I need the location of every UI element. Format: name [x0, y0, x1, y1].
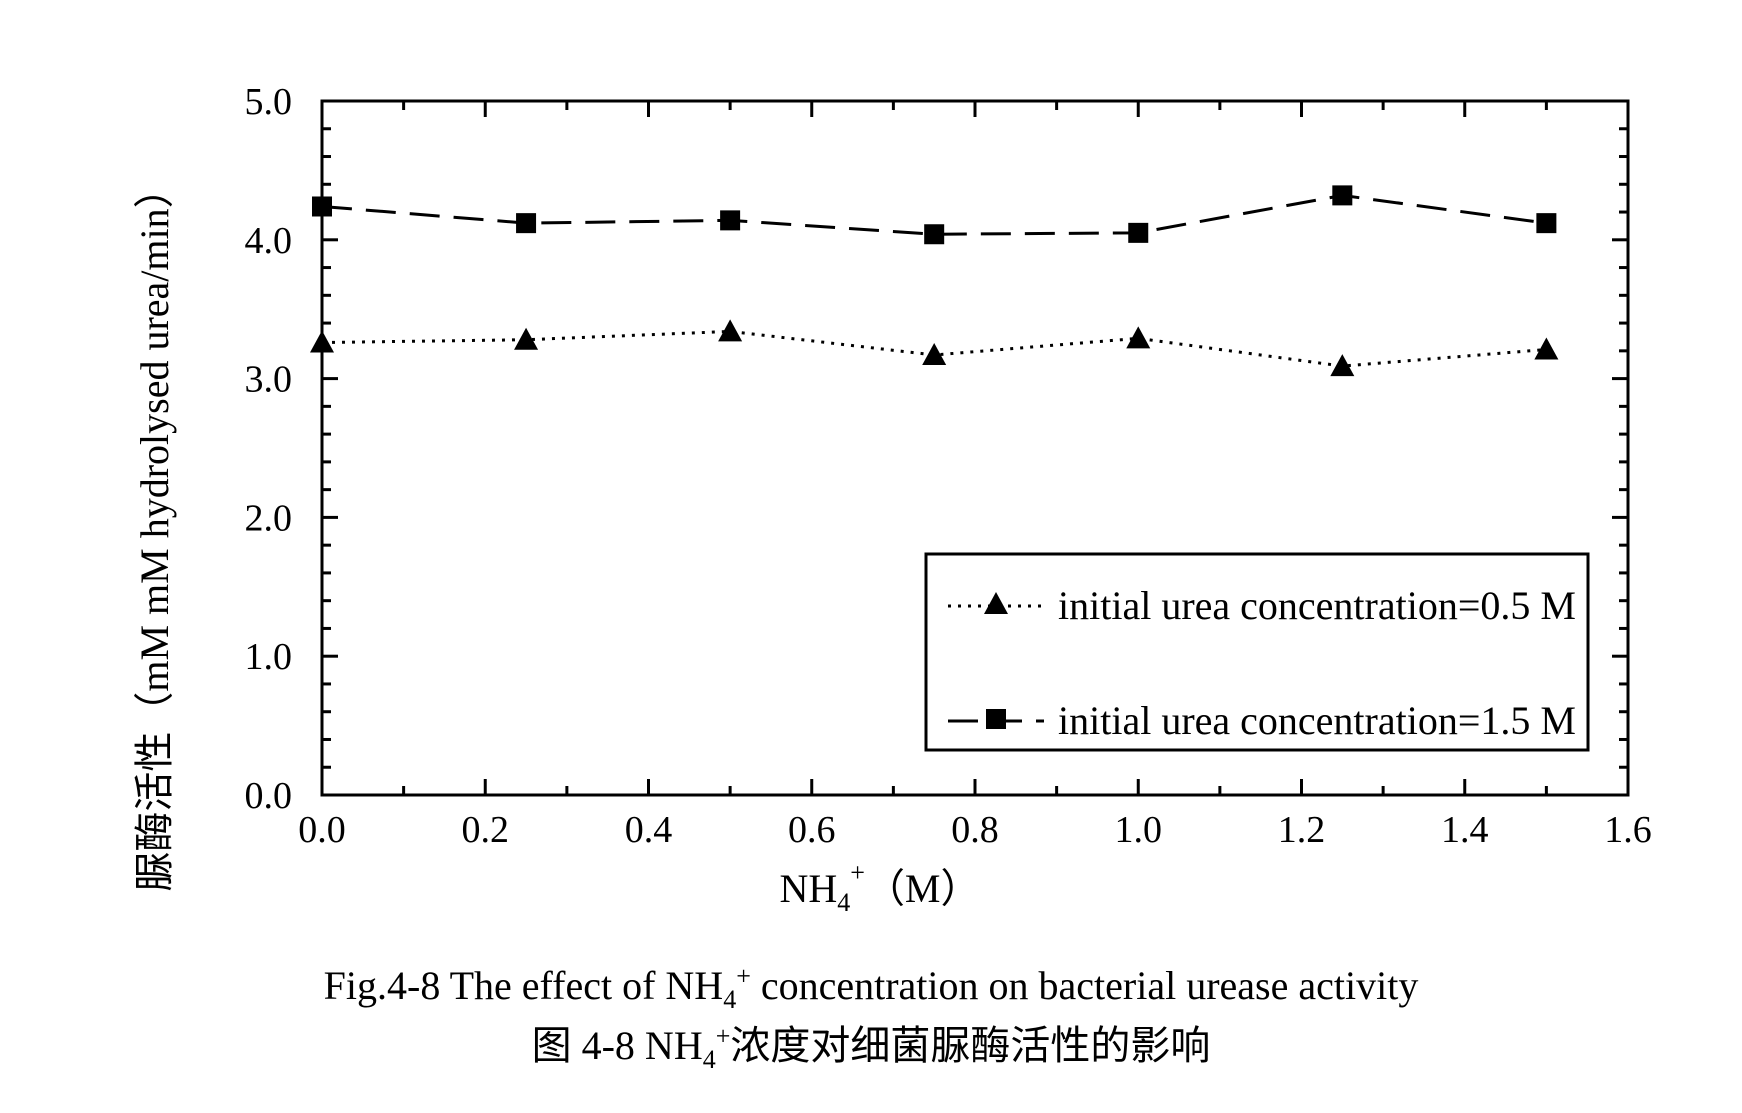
data-point — [1536, 213, 1557, 234]
data-point — [516, 213, 537, 234]
data-point — [1534, 337, 1559, 360]
y-axis-label: 脲酶活性（mM mM hydrolysed urea/min） — [132, 168, 177, 891]
data-point — [310, 330, 334, 353]
data-point — [1332, 185, 1353, 206]
legend: initial urea concentration=0.5 M initial … — [924, 552, 1590, 752]
figure-caption-en: Fig.4-8 The effect of NH4+ concentration… — [0, 961, 1742, 1013]
legend-entry: initial urea concentration=1.5 M — [948, 698, 1576, 743]
legend-entry: initial urea concentration=0.5 M — [948, 583, 1576, 628]
y-tick-label: 1.0 — [245, 636, 293, 678]
y-tick-label: 4.0 — [245, 220, 293, 262]
data-point — [718, 319, 743, 342]
x-tick-label: 0.2 — [462, 809, 510, 851]
legend-label: initial urea concentration=0.5 M — [1058, 583, 1576, 628]
caption-en-prefix: Fig.4-8 The effect of NH — [323, 963, 724, 1008]
x-tick-label: 1.0 — [1115, 809, 1163, 851]
x-tick-label: 1.2 — [1278, 809, 1326, 851]
y-tick-label: 5.0 — [245, 81, 293, 123]
x-axis-label-unit: （M） — [865, 866, 981, 911]
x-tick-label: 1.4 — [1441, 809, 1489, 851]
data-point — [1128, 222, 1149, 243]
x-tick-label: 0.6 — [788, 809, 836, 851]
x-tick-label: 0.0 — [298, 809, 346, 851]
caption-en-sup: + — [736, 961, 751, 991]
urease-activity-chart: 0.0 0.2 0.4 0.6 0.8 1.0 1.2 1.4 1.6 0.0 1.0 2.0 3.0 4… — [132, 81, 1652, 917]
caption-zh-sup: + — [715, 1021, 731, 1051]
legend-label: initial urea concentration=1.5 M — [1058, 698, 1576, 743]
series-layer — [310, 185, 1559, 377]
data-point — [1330, 354, 1355, 377]
legend-marker — [986, 709, 1006, 729]
figure-caption-zh: 图 4-8 NH4+浓度对细菌脲酶活性的影响 — [0, 1021, 1742, 1073]
series-2 — [312, 185, 1557, 245]
y-tick-label: 0.0 — [245, 775, 293, 817]
data-point — [1126, 326, 1151, 349]
y-tick-label: 3.0 — [245, 359, 293, 401]
data-point — [514, 327, 539, 350]
caption-zh-sub: 4 — [702, 1045, 716, 1074]
y-tick-label: 2.0 — [245, 497, 293, 539]
caption-zh-suffix: 浓度对细菌脲酶活性的影响 — [730, 1023, 1211, 1068]
x-axis-label-sub: 4 — [837, 888, 850, 917]
data-point — [924, 224, 945, 245]
x-axis-label: NH4+（M） — [779, 858, 980, 917]
axes: 0.0 0.2 0.4 0.6 0.8 1.0 1.2 1.4 1.6 0.0 1.0 2.0 3.0 4… — [245, 81, 1652, 851]
legend-marker — [984, 592, 1008, 614]
series-1 — [310, 319, 1559, 377]
data-point — [312, 196, 332, 217]
data-point — [922, 343, 947, 366]
x-tick-label: 1.6 — [1604, 809, 1652, 851]
x-tick-label: 0.4 — [625, 809, 673, 851]
data-point — [720, 210, 741, 231]
x-axis-label-base: NH — [779, 866, 837, 911]
caption-en-suffix: concentration on bacterial urease activi… — [750, 963, 1419, 1008]
caption-en-sub: 4 — [723, 985, 737, 1014]
x-tick-label: 0.8 — [951, 809, 999, 851]
legend-box — [924, 552, 1590, 752]
x-axis-label-sup: + — [850, 858, 865, 887]
caption-zh-prefix: 图 4-8 NH — [531, 1023, 703, 1068]
